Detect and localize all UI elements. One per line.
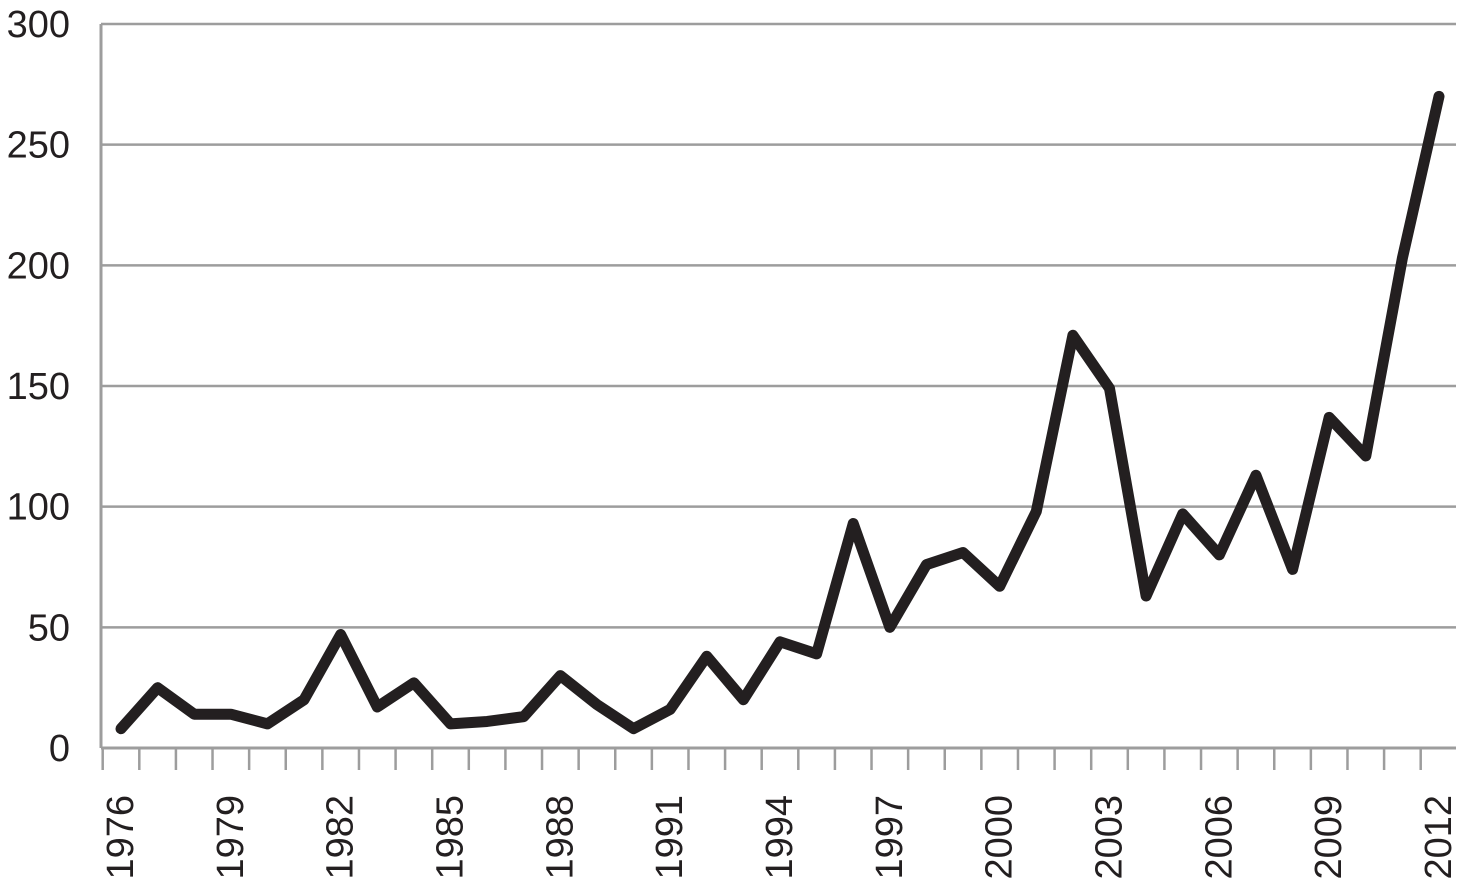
x-tick-label-1997: 1997: [869, 795, 911, 880]
y-tick-label-0: 0: [49, 728, 70, 770]
tick-labels: 0 50 100 150 200 250 300 1976 1979 1982 1985 1988 19…: [7, 4, 1459, 880]
y-tick-label-50: 50: [28, 607, 70, 649]
gridlines: [101, 22, 1456, 629]
x-tick-label-1991: 1991: [649, 795, 691, 880]
x-tick-label-2012: 2012: [1418, 795, 1459, 880]
x-tick-label-1982: 1982: [320, 795, 362, 880]
y-tick-label-200: 200: [7, 245, 70, 287]
x-tick-label-1988: 1988: [539, 795, 581, 880]
x-tick-label-2003: 2003: [1089, 795, 1131, 880]
x-tick-label-1976: 1976: [100, 795, 142, 880]
y-tick-label-100: 100: [7, 487, 70, 529]
y-tick-label-250: 250: [7, 125, 70, 167]
series-layer: [115, 90, 1445, 735]
series-line-1: [115, 90, 1445, 735]
x-tick-label-1985: 1985: [430, 795, 472, 880]
x-tick-label-1979: 1979: [210, 795, 252, 880]
axes: [99, 24, 1456, 770]
x-tick-label-2006: 2006: [1198, 795, 1240, 880]
y-tick-label-150: 150: [7, 366, 70, 408]
y-tick-label-300: 300: [7, 4, 70, 46]
x-tick-label-2009: 2009: [1308, 795, 1350, 880]
x-tick-label-2000: 2000: [979, 795, 1021, 880]
x-tick-label-1994: 1994: [759, 795, 801, 880]
